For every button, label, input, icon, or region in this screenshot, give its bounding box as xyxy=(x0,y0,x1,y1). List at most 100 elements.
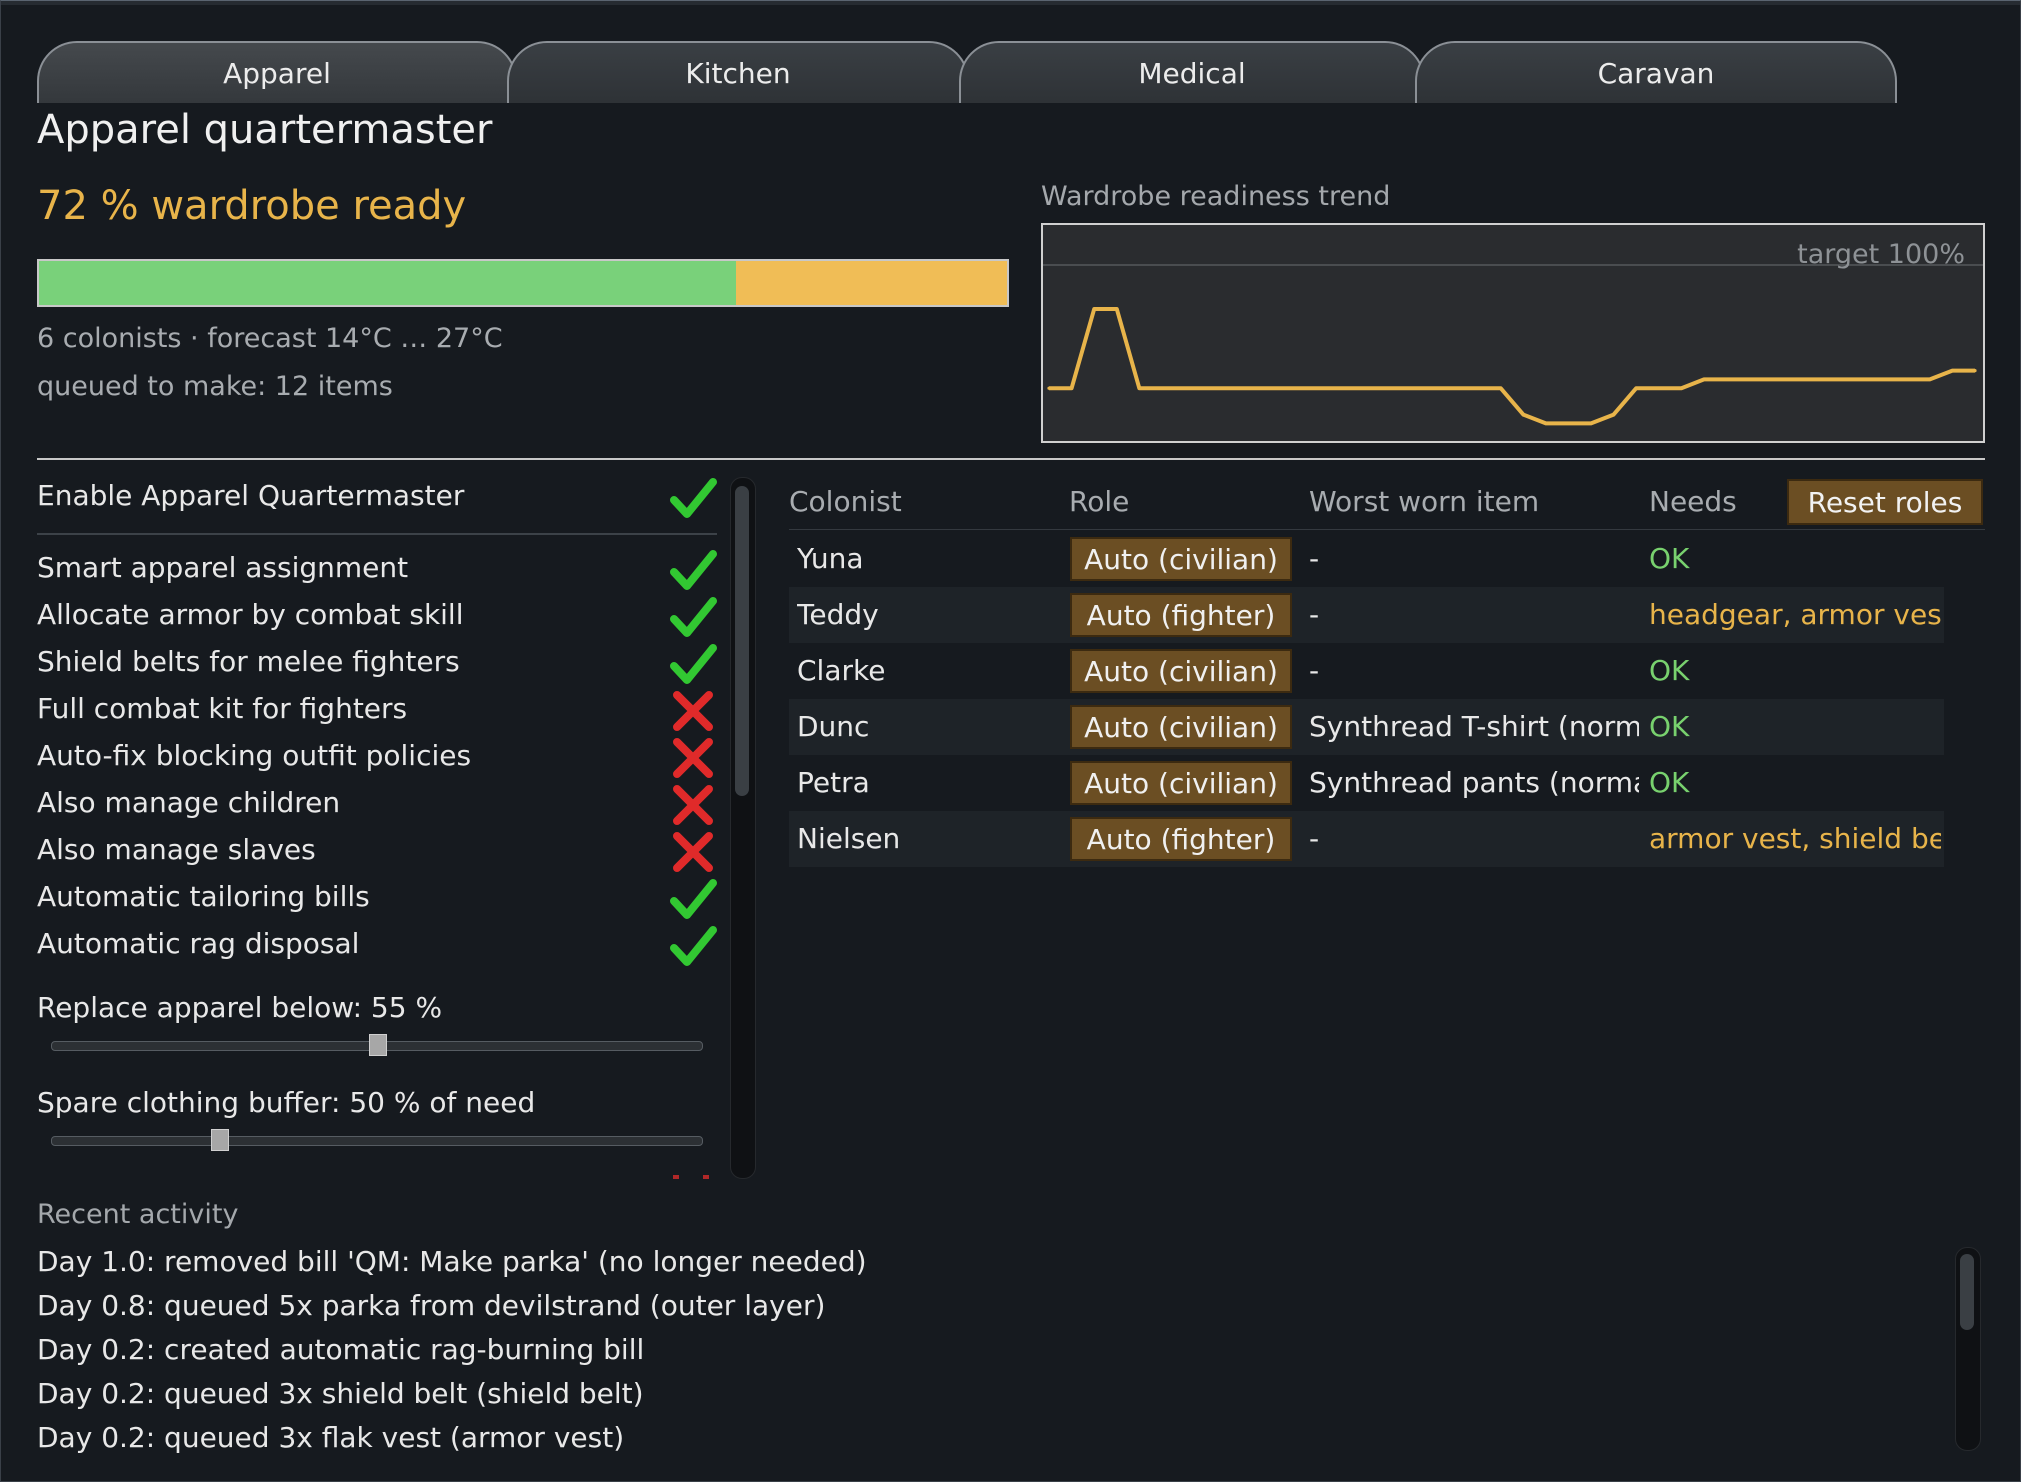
check-icon[interactable] xyxy=(668,921,718,971)
trend-point xyxy=(1973,369,1977,373)
needs-status: OK xyxy=(1649,766,1690,799)
needs-status: OK xyxy=(1649,542,1690,575)
trend-point xyxy=(1499,386,1503,390)
setting-label[interactable]: Auto-fix blocking outfit policies xyxy=(37,739,472,772)
queued-items-text: queued to make: 12 items xyxy=(37,371,393,402)
trend-point xyxy=(1544,421,1548,425)
setting-label[interactable]: Full combat kit for fighters xyxy=(37,692,408,725)
activity-scroll-thumb[interactable] xyxy=(1960,1254,1974,1330)
setting-label[interactable]: Allocate armor by combat skill xyxy=(37,598,464,631)
cross-icon[interactable] xyxy=(668,686,718,736)
trend-point xyxy=(1182,386,1187,390)
check-icon[interactable] xyxy=(668,874,718,924)
trend-point xyxy=(1566,421,1571,425)
trend-point xyxy=(1228,386,1232,390)
readiness-bar xyxy=(37,259,1009,307)
activity-entry: Day 1.0: removed bill 'QM: Make parka' (… xyxy=(37,1245,867,1278)
window-top-strip xyxy=(1,1,2020,5)
slider-label: Spare clothing buffer: 50 % of need xyxy=(37,1086,536,1119)
cross-icon[interactable] xyxy=(668,733,718,783)
role-button[interactable]: Auto (civilian) xyxy=(1070,649,1292,693)
trend-point xyxy=(1092,307,1096,311)
colonist-name: Nielsen xyxy=(797,822,901,855)
setting-label[interactable]: Smart apparel assignment xyxy=(37,551,409,584)
colonist-name: Petra xyxy=(797,766,870,799)
trend-chart: target 100% xyxy=(1041,223,1985,443)
trend-point xyxy=(1476,386,1480,390)
worst-item: - xyxy=(1309,822,1320,855)
trend-point xyxy=(1679,386,1683,390)
reset-roles-button[interactable]: Reset roles xyxy=(1787,479,1983,525)
setting-enable-quartermaster-label[interactable]: Enable Apparel Quartermaster xyxy=(37,479,465,512)
worst-item: - xyxy=(1309,598,1320,631)
setting-label[interactable]: Automatic rag disposal xyxy=(37,927,360,960)
table-row: Teddy Auto (fighter)- headgear, armor vest… xyxy=(789,587,1944,643)
role-button[interactable]: Auto (civilian) xyxy=(1070,705,1292,749)
slider-label: Replace apparel below: 55 % xyxy=(37,991,443,1024)
trend-point xyxy=(1725,377,1729,381)
role-button[interactable]: Auto (civilian) xyxy=(1070,537,1292,581)
settings-scroll-thumb[interactable] xyxy=(735,486,749,796)
trend-point xyxy=(1883,377,1887,381)
trend-point xyxy=(1702,377,1706,381)
trend-point xyxy=(1115,307,1119,311)
cross-icon[interactable] xyxy=(668,827,718,877)
check-icon[interactable] xyxy=(668,592,718,642)
tab-medical[interactable]: Medical xyxy=(959,41,1425,103)
slider-track[interactable] xyxy=(51,1129,703,1151)
needs-status: OK xyxy=(1649,710,1690,743)
activity-scrollbar[interactable] xyxy=(1955,1247,1981,1451)
role-button[interactable]: Auto (fighter) xyxy=(1070,817,1292,861)
trend-point xyxy=(1160,386,1164,390)
trend-point xyxy=(1250,386,1254,390)
setting-label[interactable]: Also manage children xyxy=(37,786,341,819)
page-title: Apparel quartermaster xyxy=(37,107,493,153)
trend-point xyxy=(1453,386,1458,390)
settings-scrollbar[interactable] xyxy=(730,477,756,1179)
col-header-needs: Needs xyxy=(1649,485,1737,518)
trend-point xyxy=(1386,386,1390,390)
cut-off-cross-icon xyxy=(703,1175,709,1179)
worst-item: - xyxy=(1309,654,1320,687)
tab-kitchen[interactable]: Kitchen xyxy=(507,41,969,103)
needs-status: headgear, armor vest, s xyxy=(1649,598,1941,631)
activity-entry: Day 0.2: queued 3x shield belt (shield b… xyxy=(37,1377,644,1410)
trend-point xyxy=(1431,386,1435,390)
setting-label[interactable]: Also manage slaves xyxy=(37,833,316,866)
table-row: Nielsen Auto (fighter) - armor vest, shield… xyxy=(789,811,1944,867)
slider-thumb[interactable] xyxy=(369,1034,387,1056)
trend-point xyxy=(1747,377,1751,381)
activity-entry: Day 0.2: queued 3x flak vest (armor vest… xyxy=(37,1421,625,1453)
trend-point xyxy=(1950,369,1954,373)
trend-point xyxy=(1928,377,1932,381)
setting-label[interactable]: Shield belts for melee fighters xyxy=(37,645,460,678)
tab-caravan[interactable]: Caravan xyxy=(1415,41,1897,103)
readiness-text: 72 % wardrobe ready xyxy=(37,183,467,229)
col-header-colonist: Colonist xyxy=(789,485,902,518)
check-icon[interactable] xyxy=(668,545,718,595)
table-row: Dunc Auto (civilian) Synthread T-shirt (no… xyxy=(789,699,1944,755)
colonist-name: Clarke xyxy=(797,654,886,687)
table-header-line xyxy=(789,529,1985,530)
cross-icon[interactable] xyxy=(668,780,718,830)
settings-separator xyxy=(37,533,717,535)
trend-point xyxy=(1070,386,1074,390)
slider-thumb[interactable] xyxy=(210,1129,229,1151)
trend-title: Wardrobe readiness trend xyxy=(1041,181,1391,212)
role-button[interactable]: Auto (civilian) xyxy=(1070,761,1292,805)
trend-point xyxy=(1363,386,1367,390)
table-row: Clarke Auto (civilian) - OK xyxy=(789,643,1944,699)
setting-label[interactable]: Automatic tailoring bills xyxy=(37,880,370,913)
slider-track[interactable] xyxy=(51,1034,703,1056)
trend-point xyxy=(1837,377,1842,381)
activity-entry: Day 0.2: created automatic rag-burning b… xyxy=(37,1333,645,1366)
trend-point xyxy=(1657,386,1661,390)
check-icon[interactable] xyxy=(668,473,718,523)
trend-point xyxy=(1792,377,1796,381)
table-row: Petra Auto (civilian) Synthread pants (nor… xyxy=(789,755,1944,811)
cut-off-cross-icon xyxy=(673,1175,679,1179)
tab-apparel[interactable]: Apparel xyxy=(37,41,517,103)
role-button[interactable]: Auto (fighter) xyxy=(1070,593,1292,637)
check-icon[interactable] xyxy=(668,639,718,689)
